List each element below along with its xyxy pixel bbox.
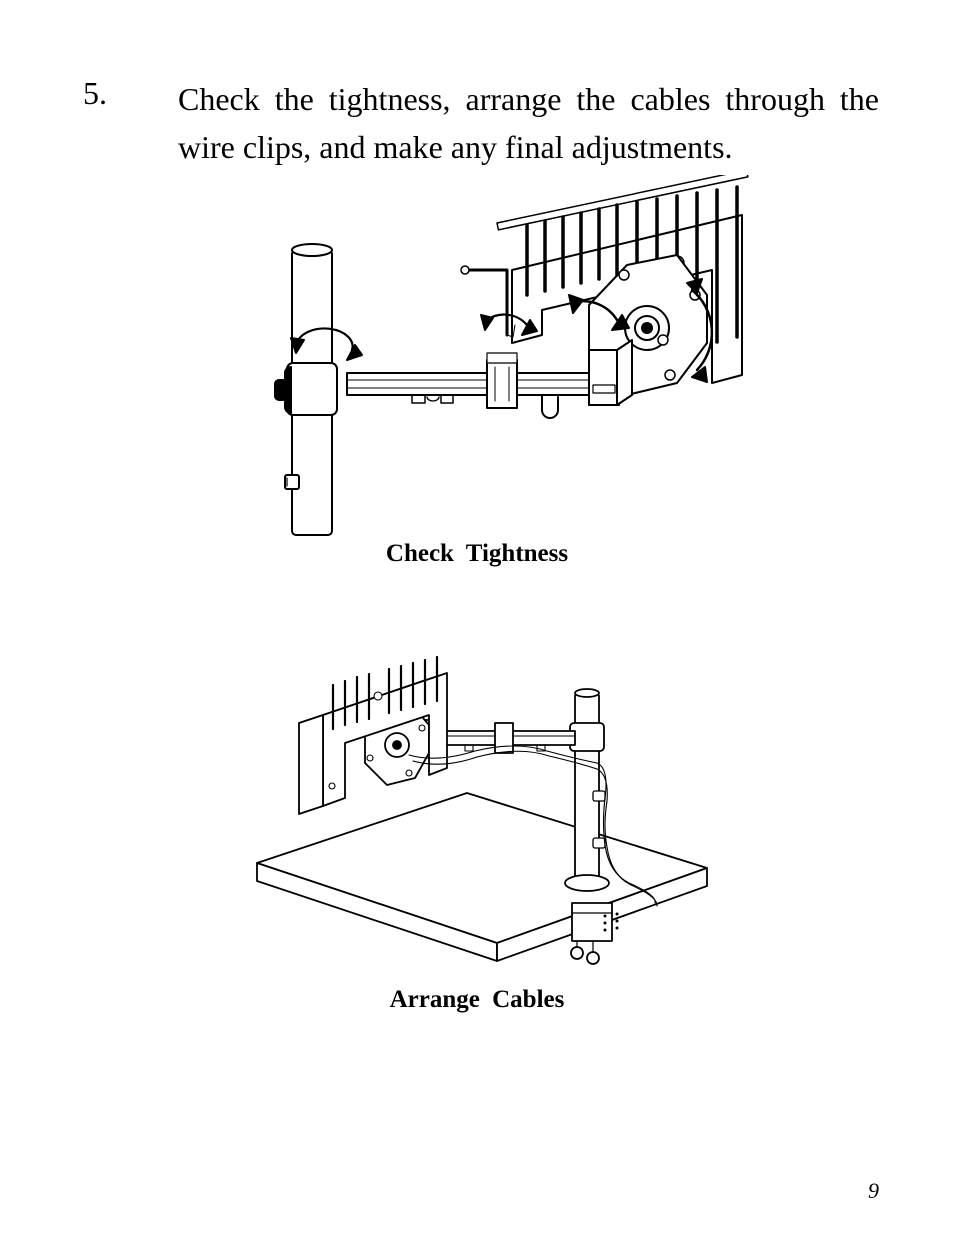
step-text: Check the tightness, arrange the cables …: [178, 75, 879, 171]
figure-caption-2: Arrange Cables: [75, 986, 879, 1014]
figure-arrange-cables: Arrange Cables: [75, 623, 879, 1014]
figure-caption-1: Check Tightness: [75, 540, 879, 568]
figure-check-tightness: Check Tightness: [75, 175, 879, 568]
step-number: 5.: [75, 75, 178, 112]
page-number: 9: [868, 1178, 879, 1204]
